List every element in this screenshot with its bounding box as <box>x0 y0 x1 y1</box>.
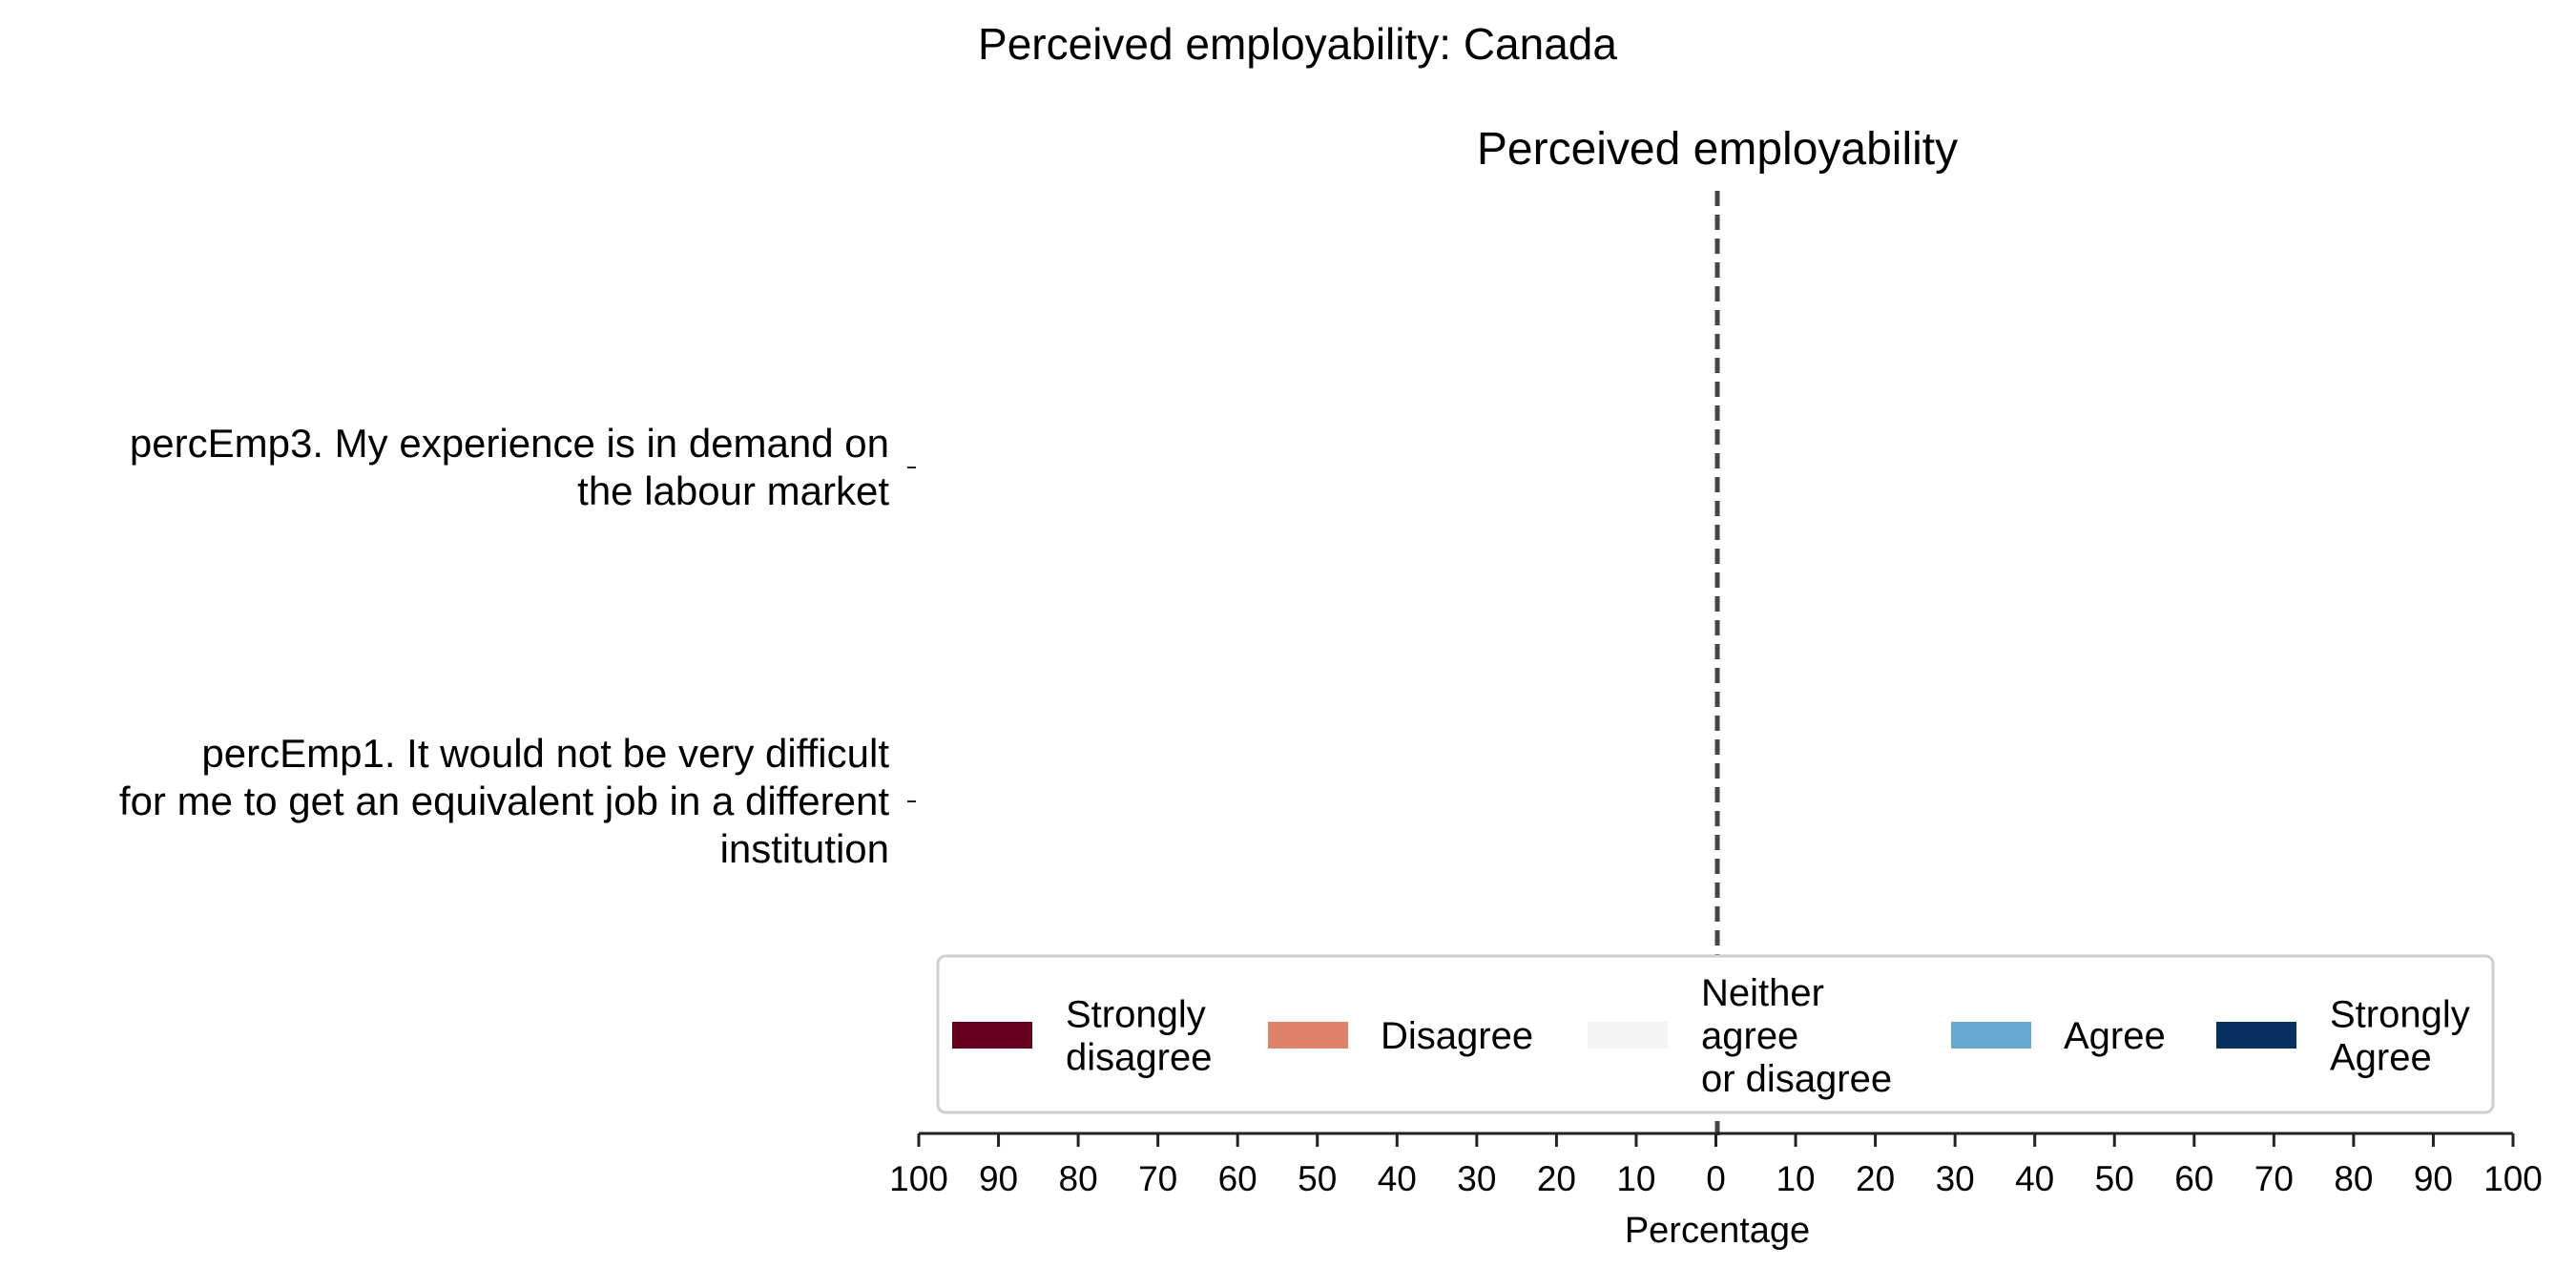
legend: Strongly disagree Disagree Neither agree or d… <box>936 954 2495 1114</box>
legend-swatch <box>1951 1022 2031 1049</box>
x-tick-label: 0 <box>1706 1159 1726 1198</box>
x-tick-label: 10 <box>1616 1159 1655 1198</box>
legend-label: Neither agree or disagree <box>1701 972 1892 1100</box>
x-tick-label: 60 <box>1218 1159 1257 1198</box>
category-labels: percEmp3. My experience is in demand on t… <box>119 421 916 871</box>
x-tick-label: 40 <box>2015 1159 2054 1198</box>
category-label: percEmp1. It would not be very difficult… <box>119 731 889 871</box>
x-tick-label: 90 <box>979 1159 1018 1198</box>
category-label: percEmp3. My experience is in demand on t… <box>130 421 889 513</box>
x-tick-label: 100 <box>2483 1159 2543 1198</box>
x-tick-label: 20 <box>1856 1159 1895 1198</box>
chart-title: Perceived employability: Canada <box>978 19 1617 69</box>
x-tick-label: 10 <box>1776 1159 1815 1198</box>
x-tick-label: 100 <box>889 1159 948 1198</box>
legend-swatch <box>1588 1022 1668 1049</box>
x-tick-label: 50 <box>2095 1159 2134 1198</box>
legend-label: Strongly Agree <box>2330 994 2470 1079</box>
legend-label: Agree <box>2064 1015 2166 1057</box>
legend-swatch <box>1268 1022 1348 1049</box>
x-tick-label: 20 <box>1537 1159 1576 1198</box>
x-tick-label: 70 <box>2254 1159 2294 1198</box>
x-axis-label: Percentage <box>1625 1211 1810 1251</box>
x-tick-label: 70 <box>1138 1159 1177 1198</box>
legend-frame <box>936 954 2495 1114</box>
legend-swatch <box>952 1022 1032 1049</box>
legend-swatch <box>2216 1022 2296 1049</box>
x-tick-label: 80 <box>2334 1159 2373 1198</box>
legend-label: Strongly disagree <box>1066 994 1212 1079</box>
x-tick-label: 60 <box>2174 1159 2213 1198</box>
x-tick-label: 90 <box>2414 1159 2453 1198</box>
x-tick-label: 50 <box>1298 1159 1337 1198</box>
x-tick-label: 30 <box>1457 1159 1496 1198</box>
x-axis: 100 90 80 70 60 50 40 30 20 10 0 10 20 30 40 50 60 70 80 90… <box>889 1132 2543 1198</box>
x-tick-label: 40 <box>1378 1159 1417 1198</box>
x-tick-label: 30 <box>1936 1159 1975 1198</box>
x-tick-label: 80 <box>1059 1159 1098 1198</box>
chart-subtitle: Perceived employability <box>1477 124 1958 175</box>
legend-label: Disagree <box>1381 1015 1533 1057</box>
